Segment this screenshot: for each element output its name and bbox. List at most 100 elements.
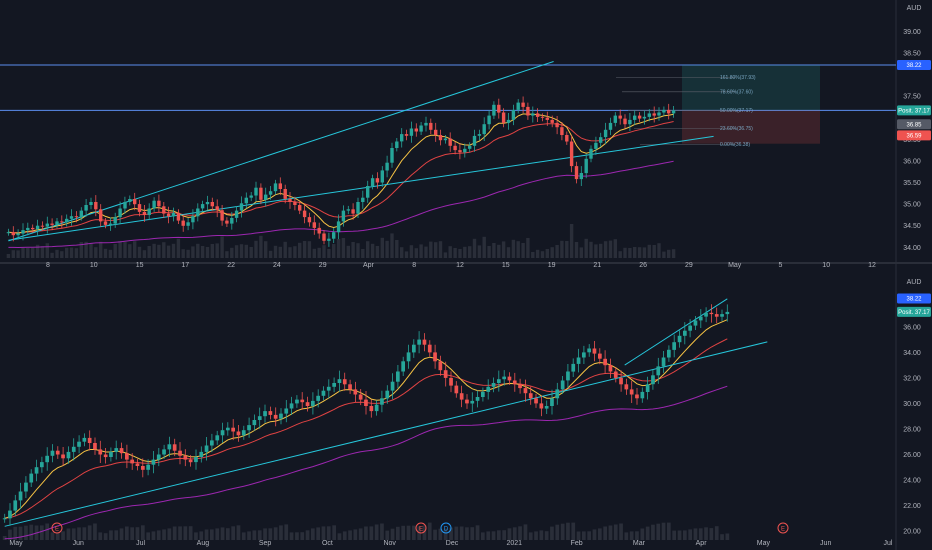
volume-bar bbox=[11, 250, 15, 258]
volume-bar bbox=[661, 522, 666, 540]
volume-bar bbox=[141, 525, 145, 540]
candle-body bbox=[337, 379, 342, 383]
volume-bar bbox=[608, 525, 613, 540]
x-tick-label: 24 bbox=[273, 262, 281, 269]
volume-bar bbox=[550, 247, 554, 258]
candle-body bbox=[273, 183, 278, 192]
volume-bar bbox=[487, 246, 491, 258]
candle-body bbox=[40, 225, 45, 227]
candle-body bbox=[521, 102, 525, 107]
volume-bar bbox=[651, 524, 655, 540]
candle-body bbox=[181, 220, 185, 226]
candle-body bbox=[380, 170, 384, 183]
volume-bar bbox=[512, 527, 517, 540]
candle-body bbox=[671, 110, 676, 114]
volume-bar bbox=[672, 530, 676, 540]
volume-bar bbox=[443, 528, 448, 540]
volume-bar bbox=[2, 536, 7, 540]
candle-body bbox=[651, 375, 655, 385]
volume-bar bbox=[380, 237, 384, 258]
x-tick-label: 29 bbox=[685, 262, 693, 269]
volume-bar bbox=[434, 242, 438, 258]
volume-bar bbox=[511, 239, 516, 258]
candle-body bbox=[725, 311, 730, 315]
volume-bar bbox=[414, 248, 418, 258]
volume-bar bbox=[283, 241, 287, 258]
volume-bar bbox=[316, 527, 320, 540]
volume-bar bbox=[305, 530, 310, 540]
volume-bar bbox=[142, 250, 147, 258]
event-marker-label: E bbox=[419, 527, 423, 533]
candle-body bbox=[215, 435, 220, 441]
candle-body bbox=[720, 314, 724, 317]
candle-body bbox=[672, 342, 676, 350]
volume-bar bbox=[342, 531, 347, 540]
candle-body bbox=[576, 357, 581, 364]
volume-bar bbox=[623, 247, 627, 258]
candle-body bbox=[688, 325, 692, 331]
volume-bar bbox=[273, 245, 278, 258]
candle-body bbox=[220, 430, 225, 436]
volume-bar bbox=[99, 241, 103, 258]
candle-body bbox=[26, 227, 30, 231]
volume-bar bbox=[65, 247, 69, 258]
volume-bar bbox=[458, 249, 462, 258]
candle-body bbox=[569, 141, 574, 167]
candle-body bbox=[210, 202, 214, 207]
candle-body bbox=[501, 112, 506, 123]
x-tick-label: Jun bbox=[73, 540, 84, 547]
volume-bar bbox=[61, 531, 65, 540]
candle-body bbox=[77, 441, 81, 447]
volume-bar bbox=[637, 247, 642, 258]
volume-bar bbox=[582, 531, 586, 540]
candle-body bbox=[244, 197, 248, 204]
candle-body bbox=[128, 199, 132, 202]
volume-bar bbox=[545, 249, 549, 258]
candle-body bbox=[516, 102, 520, 110]
volume-bar bbox=[247, 531, 251, 540]
candle-body bbox=[579, 173, 583, 180]
candle-body bbox=[486, 386, 491, 392]
candle-body bbox=[584, 158, 588, 174]
volume-bar bbox=[8, 529, 12, 540]
volume-bar bbox=[395, 240, 399, 258]
volume-bar bbox=[613, 239, 617, 258]
volume-bar bbox=[264, 241, 268, 258]
x-tick-label: 12 bbox=[868, 262, 876, 269]
x-tick-label: 2021 bbox=[507, 540, 523, 547]
volume-bar bbox=[244, 244, 248, 258]
volume-bar bbox=[629, 531, 634, 540]
volume-bar bbox=[385, 530, 390, 540]
candle-body bbox=[11, 232, 15, 236]
currency-label-top: AUD bbox=[907, 5, 922, 12]
ema-slow-line bbox=[8, 160, 674, 249]
candle-body bbox=[34, 467, 39, 474]
candle-body bbox=[459, 393, 464, 400]
volume-bar bbox=[401, 525, 405, 540]
volume-bar bbox=[215, 528, 220, 540]
candle-body bbox=[468, 145, 472, 149]
volume-bar bbox=[662, 251, 666, 258]
x-tick-label: 15 bbox=[136, 262, 144, 269]
panel-separator[interactable] bbox=[0, 262, 932, 264]
volume-bar bbox=[74, 248, 79, 258]
candle-body bbox=[657, 112, 661, 116]
volume-bar bbox=[486, 531, 491, 540]
candle-body bbox=[171, 212, 176, 217]
candle-body bbox=[623, 118, 627, 125]
volume-bar bbox=[569, 224, 574, 258]
volume-bar bbox=[332, 244, 336, 258]
event-marker-earnings bbox=[51, 522, 63, 534]
volume-bar bbox=[162, 242, 166, 258]
channel-lower-line bbox=[4, 341, 768, 527]
volume-bar bbox=[128, 244, 132, 258]
candle-body bbox=[395, 141, 399, 148]
candle-body bbox=[628, 119, 632, 125]
volume-bar bbox=[322, 245, 326, 258]
volume-bar bbox=[279, 525, 283, 540]
candle-body bbox=[205, 202, 210, 205]
x-tick-label: Oct bbox=[322, 540, 333, 547]
volume-bar bbox=[278, 246, 282, 258]
volume-bar bbox=[29, 524, 34, 540]
